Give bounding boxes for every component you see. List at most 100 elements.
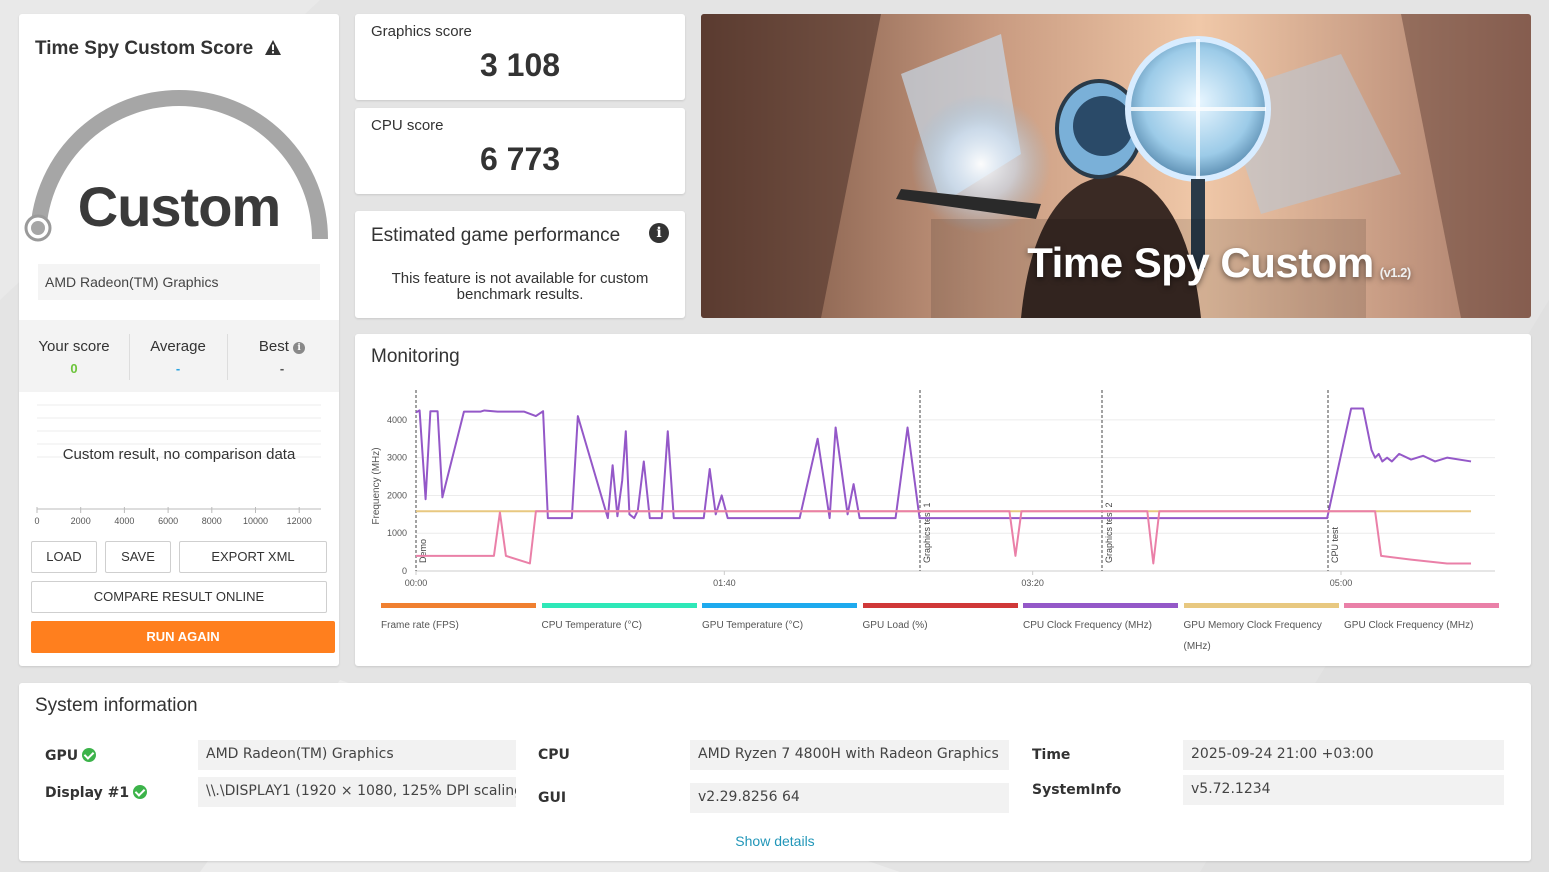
average-value: -: [175, 361, 181, 376]
compare-result-online-button[interactable]: COMPARE RESULT ONLINE: [31, 581, 327, 613]
legend-label: GPU Clock Frequency (MHz): [1344, 620, 1474, 631]
legend-label: CPU Clock Frequency (MHz): [1023, 620, 1152, 631]
legend-item[interactable]: CPU Clock Frequency (MHz): [1023, 603, 1178, 636]
divider: [129, 334, 130, 380]
chart-series-line: [415, 407, 1472, 520]
chart-x-tick-label: 05:00: [1330, 578, 1353, 588]
no-comparison-text: Custom result, no comparison data: [62, 446, 296, 463]
score-card-title: Time Spy Custom Score: [35, 38, 281, 60]
cpu-score-value: 6 773: [479, 141, 561, 177]
estimated-game-performance-text: This feature is not available for custom…: [391, 270, 649, 303]
legend-item[interactable]: GPU Clock Frequency (MHz): [1344, 603, 1499, 636]
chart-y-tick-label: 4000: [387, 415, 407, 425]
histogram-tick-label: 6000: [158, 516, 178, 526]
histogram-tick-label: 12000: [287, 516, 312, 526]
monitoring-panel: Monitoring 0 1000 2000 3000 4000 Frequency (M…: [355, 334, 1531, 666]
cpu-score-label: CPU score: [371, 117, 444, 134]
cpu-label: CPU: [538, 747, 570, 763]
average-column: Average -: [133, 338, 223, 376]
cpu-score-tile: CPU score 6 773: [355, 108, 685, 194]
chart-section-marker-label: Graphics test 2: [1104, 502, 1114, 563]
hero-artwork: [701, 14, 1531, 318]
gpu-label: GPU: [45, 748, 97, 764]
chart-section-marker-label: Graphics test 1: [922, 502, 932, 563]
gui-value: v2.29.8256 64: [690, 783, 1009, 813]
graphics-score-label: Graphics score: [371, 23, 472, 40]
divider: [227, 334, 228, 380]
chart-section-marker-label: CPU test: [1330, 526, 1340, 563]
legend-item[interactable]: GPU Temperature (°C): [702, 603, 857, 636]
legend-item[interactable]: Frame rate (FPS): [381, 603, 536, 636]
warning-icon: [264, 40, 281, 55]
legend-label: GPU Memory Clock Frequency (MHz): [1183, 620, 1322, 652]
legend-item[interactable]: GPU Load (%): [862, 603, 1018, 636]
legend-swatch: [1344, 603, 1499, 608]
best-label: Best: [258, 338, 289, 355]
chart-x-tick-label: 01:40: [713, 578, 736, 588]
time-value: 2025-09-24 21:00 +03:00: [1183, 740, 1504, 770]
chart-y-tick-label: 1000: [387, 528, 407, 538]
save-button[interactable]: SAVE: [105, 541, 171, 573]
legend-item[interactable]: GPU Memory Clock Frequency (MHz): [1183, 603, 1339, 657]
chart-section-marker-label: Demo: [418, 539, 428, 563]
display-label: Display #1: [45, 785, 148, 801]
info-icon[interactable]: i: [649, 223, 669, 243]
histogram-tick-label: 2000: [71, 516, 91, 526]
export-xml-button[interactable]: EXPORT XML: [179, 541, 327, 573]
legend-swatch: [1183, 603, 1339, 608]
histogram-tick-label: 4000: [114, 516, 134, 526]
monitoring-title: Monitoring: [371, 346, 460, 367]
display-label-text: Display #1: [45, 785, 130, 801]
graphics-score-tile: Graphics score 3 108: [355, 14, 685, 100]
hero-version: (v1.2): [1379, 265, 1411, 280]
score-card-title-text: Time Spy Custom Score: [35, 38, 254, 59]
show-details-link[interactable]: Show details: [735, 833, 815, 849]
chart-y-tick-label: 2000: [387, 490, 407, 500]
gauge-label: Custom: [77, 175, 281, 238]
legend-swatch: [702, 603, 857, 608]
system-information-panel: System information GPU AMD Radeon(TM) Gr…: [19, 683, 1531, 861]
time-label: Time: [1032, 747, 1071, 763]
your-score-label: Your score: [38, 338, 110, 355]
chart-y-tick-label: 3000: [387, 453, 407, 463]
load-button[interactable]: LOAD: [31, 541, 97, 573]
your-score-column: Your score 0: [29, 338, 119, 376]
legend-swatch: [1023, 603, 1178, 608]
check-icon: [133, 785, 148, 799]
cpu-value: AMD Ryzen 7 4800H with Radeon Graphics: [690, 740, 1009, 770]
estimated-game-performance-card: Estimated game performance i This featur…: [355, 211, 685, 318]
chart-x-tick-label: 03:20: [1021, 578, 1044, 588]
display-value: \\.\DISPLAY1 (1920 × 1080, 125% DPI scal…: [198, 777, 516, 807]
average-label: Average: [150, 338, 206, 355]
legend-label: CPU Temperature (°C): [541, 620, 643, 631]
histogram-tick-label: 0: [34, 516, 39, 526]
score-comparison-header: Your score 0 Average - Best i -: [19, 320, 339, 392]
legend-label: Frame rate (FPS): [381, 620, 459, 631]
chart-x-tick-label: 00:00: [405, 578, 428, 588]
graphics-score-value: 3 108: [479, 47, 561, 83]
legend-item[interactable]: CPU Temperature (°C): [541, 603, 697, 636]
score-card: Time Spy Custom Score Custom AMD Radeon(…: [19, 14, 339, 666]
gui-label: GUI: [538, 790, 567, 806]
legend-label: GPU Load (%): [862, 620, 928, 631]
hero-title: Time Spy Custom (v1.2): [939, 239, 1499, 287]
gpu-value: AMD Radeon(TM) Graphics: [198, 740, 516, 770]
gpu-name-box: AMD Radeon(TM) Graphics: [38, 264, 320, 300]
gpu-label-text: GPU: [45, 748, 79, 764]
systeminfo-value: v5.72.1234: [1183, 775, 1504, 805]
system-information-title: System information: [35, 695, 198, 716]
run-again-button[interactable]: RUN AGAIN: [31, 621, 335, 653]
your-score-value: 0: [70, 361, 78, 376]
info-icon[interactable]: i: [293, 342, 306, 354]
histogram-tick-label: 10000: [243, 516, 268, 526]
legend-swatch: [381, 603, 536, 608]
best-value: -: [279, 361, 285, 376]
estimated-game-performance-title: Estimated game performance: [371, 225, 621, 246]
chart-y-axis-label: Frequency (MHz): [371, 447, 382, 524]
check-icon: [82, 748, 97, 762]
legend-swatch: [541, 603, 697, 608]
hero-title-text: Time Spy Custom: [1027, 239, 1374, 286]
chart-y-tick-label: 0: [402, 566, 407, 576]
best-column: Best i -: [237, 338, 327, 376]
score-histogram: 0 2000 4000 6000 8000 10000 12000: [34, 404, 321, 526]
